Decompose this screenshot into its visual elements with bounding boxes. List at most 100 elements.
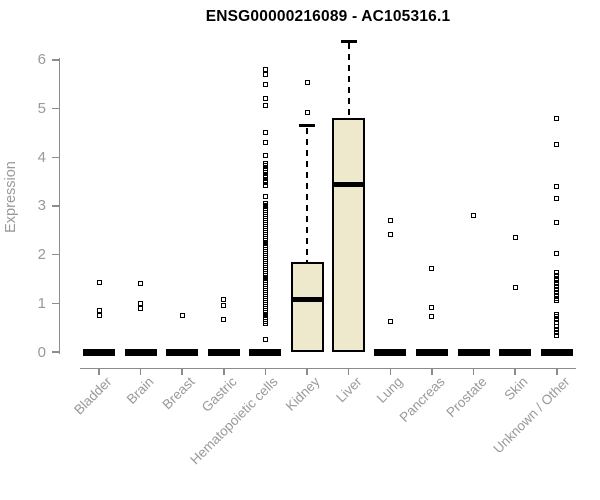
whisker-cap [340,39,357,43]
outlier-point [554,317,560,323]
box [290,261,324,352]
x-tick [472,367,475,375]
outlier-point [262,140,268,146]
outlier-point [554,314,560,320]
median-line [332,181,366,187]
x-tick [264,367,267,375]
outlier-point [554,219,560,225]
outlier-point [179,313,185,319]
outlier-point [262,95,268,101]
outlier-point [554,272,560,278]
y-tick [51,107,59,110]
outlier-point [554,269,560,275]
outlier-point [262,129,268,135]
outlier-point [554,330,560,336]
zero-bar [249,348,282,356]
outlier-point [138,301,144,307]
zero-bar [457,348,490,356]
y-tick-label: 0 [37,343,46,361]
whisker-cap [299,124,316,128]
outlier-point [554,290,560,296]
x-tick [98,367,100,375]
outlier-point [304,79,310,85]
outlier-point [221,317,227,323]
y-tick-label: 1 [37,294,46,312]
outlier-point [554,333,560,339]
zero-bar [415,348,448,356]
y-axis-line [58,58,60,354]
zero-bar [83,348,115,356]
y-tick-label: 2 [37,246,46,264]
y-tick-label: 5 [37,100,46,118]
outlier-point [96,312,102,318]
outlier-point [554,115,560,121]
outlier-point [262,152,268,158]
whisker-line [306,127,309,262]
outlier-point [554,196,560,202]
outlier-point [262,103,268,109]
outlier-point [262,182,268,188]
x-tick [431,367,433,375]
outlier-point [554,141,560,147]
x-tick [389,367,392,375]
outlier-point [554,324,560,330]
box [332,118,366,352]
median-line [290,297,324,303]
outlier-point [554,281,560,287]
outlier-point [554,287,560,293]
outlier-point [221,297,227,303]
outlier-point [221,303,227,309]
outlier-point [96,280,102,286]
outlier-point [554,327,560,333]
y-tick [51,59,59,61]
outlier-point [138,306,144,312]
outlier-point [471,212,477,218]
x-tick [556,367,558,375]
y-tick [51,253,59,256]
y-tick-label: 4 [37,148,46,166]
outlier-point [262,66,268,72]
outlier-point [512,234,518,240]
outlier-point [554,298,560,304]
y-tick-label: 6 [37,51,46,69]
outlier-point [262,81,268,87]
outlier-point [429,304,435,310]
zero-bar [207,348,240,356]
zero-bar [499,348,532,356]
x-axis-line [80,367,576,369]
x-tick [139,367,142,375]
zero-bar [374,348,407,356]
x-tick [223,367,225,375]
outlier-point [262,193,268,199]
outlier-point [554,293,560,299]
y-tick-label: 3 [37,197,46,215]
x-tick [347,367,350,375]
x-tick [181,367,183,375]
y-tick [51,302,59,305]
y-tick [51,205,59,207]
y-tick [51,351,59,353]
zero-bar [540,348,573,356]
outlier-point [554,278,560,284]
y-tick [51,156,59,159]
outlier-point [512,284,518,290]
outlier-point [429,314,435,320]
outlier-point [429,265,435,271]
outlier-point [554,184,560,190]
outlier-point [304,109,310,115]
outlier-point [554,284,560,290]
outlier-point [262,337,268,343]
x-tick [514,367,516,375]
zero-bar [124,348,157,356]
outlier-point [387,217,393,223]
outlier-point [387,231,393,237]
whisker-line [347,43,350,119]
outlier-point [554,250,560,256]
outlier-point [262,321,268,327]
zero-bar [166,348,199,356]
outlier-point [387,319,393,325]
outlier-point [554,275,560,281]
outlier-point [262,72,268,78]
chart-title: ENSG00000216089 - AC105316.1 [205,8,451,25]
